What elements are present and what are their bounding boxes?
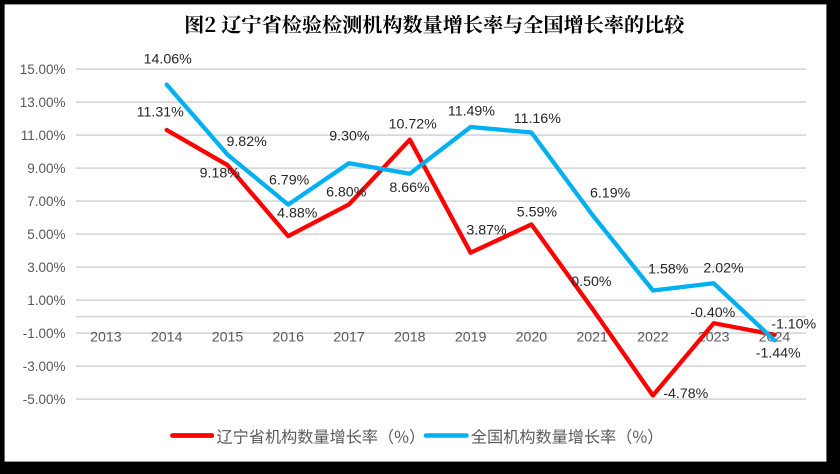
svg-text:2017: 2017 xyxy=(333,329,365,345)
svg-text:13.00%: 13.00% xyxy=(20,95,66,110)
svg-text:2013: 2013 xyxy=(90,329,122,345)
svg-text:5.59%: 5.59% xyxy=(517,205,558,221)
svg-text:2019: 2019 xyxy=(455,329,487,345)
svg-text:8.66%: 8.66% xyxy=(389,180,430,196)
svg-text:9.30%: 9.30% xyxy=(329,128,370,144)
svg-text:6.79%: 6.79% xyxy=(269,173,310,189)
svg-text:2015: 2015 xyxy=(212,329,244,345)
svg-text:2022: 2022 xyxy=(637,329,669,345)
svg-text:14.06%: 14.06% xyxy=(144,52,193,68)
svg-text:6.19%: 6.19% xyxy=(590,186,631,202)
svg-text:-5.00%: -5.00% xyxy=(23,392,66,407)
svg-text:2018: 2018 xyxy=(394,329,426,345)
svg-text:10.72%: 10.72% xyxy=(389,116,438,132)
svg-text:3.00%: 3.00% xyxy=(27,260,65,275)
svg-text:2020: 2020 xyxy=(516,329,548,345)
svg-text:-3.00%: -3.00% xyxy=(23,359,66,374)
svg-text:9.18%: 9.18% xyxy=(200,166,241,182)
svg-text:-1.44%: -1.44% xyxy=(756,346,801,362)
svg-text:15.00%: 15.00% xyxy=(20,62,66,77)
svg-text:11.16%: 11.16% xyxy=(514,111,561,127)
svg-text:7.00%: 7.00% xyxy=(27,194,65,209)
svg-text:6.80%: 6.80% xyxy=(326,185,367,201)
svg-text:3.87%: 3.87% xyxy=(466,223,507,239)
svg-text:-1.10%: -1.10% xyxy=(771,316,816,332)
svg-text:11.00%: 11.00% xyxy=(21,128,66,143)
svg-text:-0.40%: -0.40% xyxy=(690,305,735,321)
svg-text:2.02%: 2.02% xyxy=(703,261,744,277)
svg-text:4.88%: 4.88% xyxy=(277,205,318,221)
svg-text:-1.00%: -1.00% xyxy=(23,326,66,341)
svg-text:2014: 2014 xyxy=(151,329,183,345)
svg-text:5.00%: 5.00% xyxy=(27,227,65,242)
svg-text:1.00%: 1.00% xyxy=(27,293,65,308)
svg-text:2021: 2021 xyxy=(576,329,608,345)
svg-text:11.49%: 11.49% xyxy=(448,104,495,120)
svg-text:9.82%: 9.82% xyxy=(226,134,267,150)
svg-text:2016: 2016 xyxy=(272,329,304,345)
svg-text:1.58%: 1.58% xyxy=(648,262,689,278)
svg-text:-4.78%: -4.78% xyxy=(663,386,708,402)
svg-text:0.50%: 0.50% xyxy=(571,274,612,290)
svg-text:11.31%: 11.31% xyxy=(137,105,184,121)
svg-text:9.00%: 9.00% xyxy=(27,161,65,176)
